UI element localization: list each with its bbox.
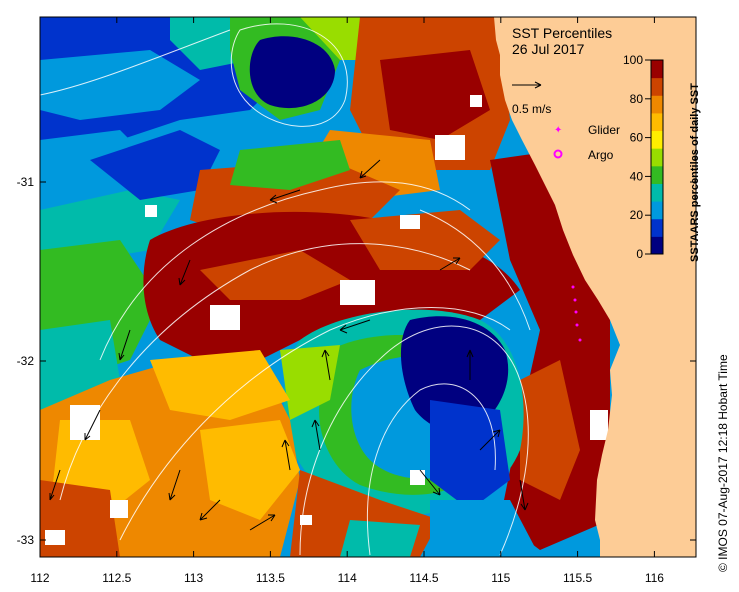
colorbar-tick-label: 20 — [630, 208, 644, 222]
colorbar-frame — [650, 59, 664, 255]
credit-text: © IMOS 07-Aug-2017 12:18 Hobart Time — [716, 354, 730, 572]
no-data-patches — [45, 95, 608, 545]
velocity-scale-key: 0.5 m/s — [512, 81, 551, 116]
plot-frame — [39, 16, 697, 558]
colorbar-swatch — [651, 236, 663, 255]
land-mass — [494, 17, 696, 557]
y-tick-label: -33 — [17, 533, 35, 547]
colorbar-swatch — [651, 112, 663, 132]
x-tick-label: 113.5 — [256, 571, 285, 585]
x-tick-label: 114.5 — [409, 571, 438, 585]
sst-field — [40, 17, 610, 557]
argo-icon — [553, 149, 563, 159]
velocity-scale-label: 0.5 m/s — [512, 102, 551, 116]
glider-icon: ✦ — [554, 125, 562, 136]
colorbar-tick-label: 80 — [630, 92, 644, 106]
x-tick-label: 112 — [30, 571, 49, 585]
y-tick-label: -32 — [17, 354, 35, 368]
glider-track — [571, 285, 582, 342]
colorbar-tick-label: 100 — [623, 53, 643, 67]
colorbar-swatch — [651, 130, 663, 149]
colorbar-swatch — [651, 77, 663, 96]
argo-legend-label: Argo — [588, 148, 614, 162]
x-tick-label: 114 — [338, 571, 357, 585]
platform-legend: ✦ Glider Argo — [553, 123, 620, 162]
x-tick-label: 113 — [184, 571, 203, 585]
x-axis: 112 112.5 113 113.5 114 114.5 115 115.5 116 — [30, 17, 664, 585]
colorbar-tick-label: 40 — [630, 169, 644, 183]
velocity-scale-arrow — [512, 81, 542, 89]
map-date: 26 Jul 2017 — [512, 41, 585, 57]
colorbar-swatch — [651, 95, 663, 114]
x-tick-label: 115 — [491, 571, 510, 585]
colorbar-swatch — [651, 183, 663, 202]
colorbar-swatch — [651, 201, 663, 220]
glider-legend-label: Glider — [588, 123, 620, 137]
colorbar-ticks: 100 80 60 40 20 0 — [623, 53, 651, 261]
colorbar-tick-label: 0 — [636, 247, 643, 261]
y-axis: -31 -32 -33 — [17, 175, 696, 547]
colorbar-swatches — [651, 60, 663, 255]
sea-level-contours — [40, 23, 531, 556]
map-title: SST Percentiles — [512, 25, 612, 41]
colorbar-swatch — [651, 165, 663, 184]
map-plot-area — [40, 17, 696, 557]
x-tick-label: 112.5 — [102, 571, 131, 585]
colorbar-tick-label: 60 — [630, 131, 644, 145]
colorbar-swatch — [651, 218, 663, 237]
velocity-vectors — [49, 159, 529, 531]
y-tick-label: -31 — [17, 175, 35, 189]
x-tick-label: 115.5 — [563, 571, 592, 585]
x-tick-label: 116 — [645, 571, 664, 585]
colorbar-title: SSTAARS percentiles of daily SST — [689, 83, 701, 262]
colorbar: 100 80 60 40 20 0 SSTAARS percentiles of dail… — [623, 53, 701, 262]
colorbar-swatch — [651, 148, 663, 167]
colorbar-swatch — [651, 60, 663, 79]
